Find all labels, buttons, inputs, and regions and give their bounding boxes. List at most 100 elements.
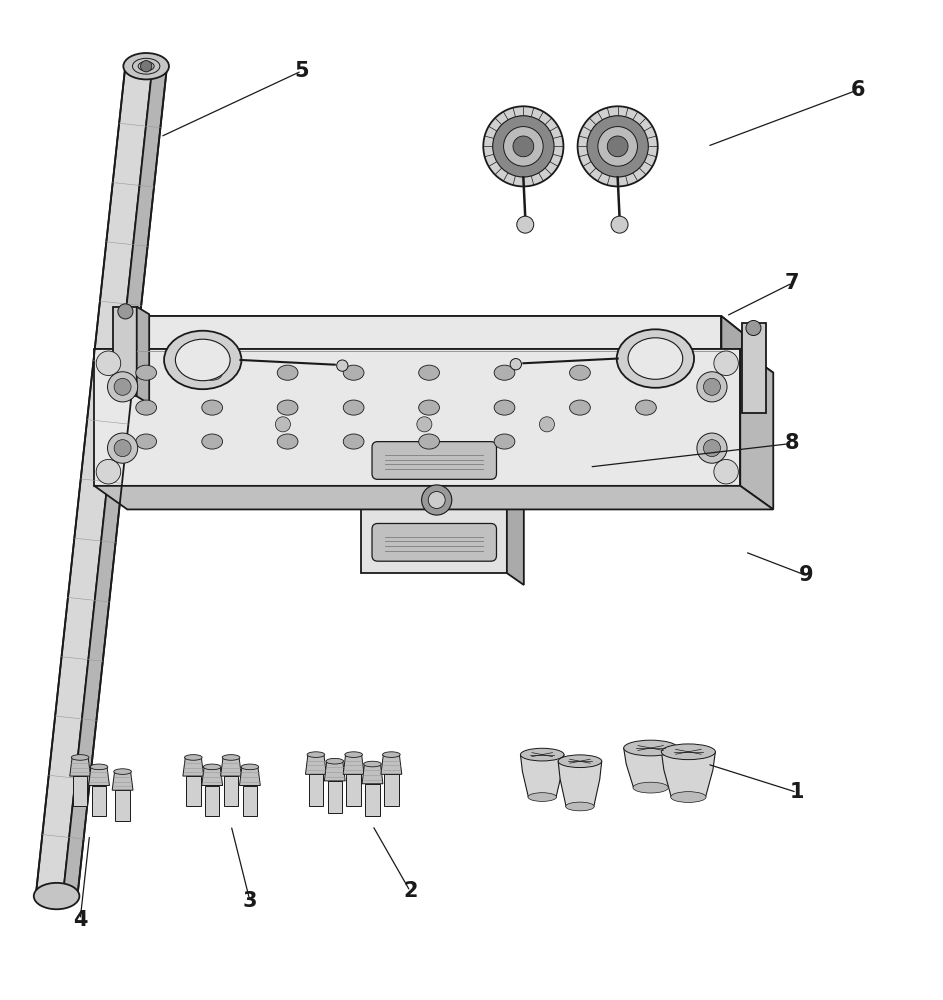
- Circle shape: [611, 216, 628, 233]
- Text: 7: 7: [785, 273, 800, 293]
- Polygon shape: [360, 427, 507, 573]
- Polygon shape: [343, 755, 364, 774]
- Polygon shape: [94, 349, 740, 486]
- Circle shape: [108, 433, 138, 463]
- Polygon shape: [36, 64, 153, 897]
- Polygon shape: [242, 786, 257, 816]
- Polygon shape: [94, 349, 773, 373]
- Polygon shape: [308, 774, 323, 806]
- Ellipse shape: [419, 434, 439, 449]
- Ellipse shape: [72, 755, 89, 760]
- Polygon shape: [742, 323, 766, 413]
- Circle shape: [517, 216, 534, 233]
- Ellipse shape: [494, 400, 515, 415]
- Ellipse shape: [34, 883, 79, 909]
- Polygon shape: [327, 781, 342, 813]
- Polygon shape: [205, 786, 220, 816]
- Circle shape: [417, 417, 432, 432]
- Text: 8: 8: [785, 433, 800, 453]
- Ellipse shape: [343, 400, 364, 415]
- Ellipse shape: [277, 365, 298, 380]
- Ellipse shape: [164, 331, 241, 389]
- Polygon shape: [94, 486, 773, 509]
- Ellipse shape: [670, 792, 706, 802]
- Ellipse shape: [607, 136, 628, 157]
- Polygon shape: [89, 767, 109, 786]
- Ellipse shape: [204, 764, 221, 770]
- Ellipse shape: [494, 365, 515, 380]
- Polygon shape: [240, 767, 260, 786]
- Polygon shape: [186, 776, 201, 806]
- Circle shape: [275, 417, 290, 432]
- Ellipse shape: [326, 758, 343, 764]
- Ellipse shape: [577, 106, 658, 186]
- Polygon shape: [113, 307, 137, 396]
- Polygon shape: [384, 774, 399, 806]
- Ellipse shape: [513, 136, 534, 157]
- Ellipse shape: [345, 752, 362, 757]
- Ellipse shape: [528, 793, 556, 801]
- Ellipse shape: [185, 755, 202, 760]
- Ellipse shape: [493, 116, 554, 177]
- Ellipse shape: [504, 127, 543, 166]
- Circle shape: [337, 360, 348, 371]
- Polygon shape: [112, 772, 133, 790]
- Polygon shape: [73, 776, 88, 806]
- Ellipse shape: [428, 492, 445, 508]
- Polygon shape: [221, 757, 241, 776]
- Circle shape: [539, 417, 554, 432]
- Ellipse shape: [558, 755, 602, 768]
- Polygon shape: [137, 316, 721, 387]
- Polygon shape: [558, 761, 602, 806]
- Text: 4: 4: [73, 910, 88, 930]
- Ellipse shape: [175, 339, 230, 381]
- Ellipse shape: [124, 53, 169, 79]
- Ellipse shape: [570, 365, 590, 380]
- Ellipse shape: [419, 365, 439, 380]
- Circle shape: [114, 440, 131, 457]
- Polygon shape: [740, 349, 773, 509]
- Polygon shape: [521, 755, 564, 797]
- Polygon shape: [661, 752, 716, 797]
- Ellipse shape: [202, 434, 223, 449]
- Ellipse shape: [202, 365, 223, 380]
- Circle shape: [714, 459, 738, 484]
- Polygon shape: [202, 767, 223, 786]
- Ellipse shape: [598, 127, 637, 166]
- Polygon shape: [324, 761, 345, 781]
- Ellipse shape: [623, 740, 678, 756]
- Ellipse shape: [422, 485, 452, 515]
- Ellipse shape: [277, 434, 298, 449]
- Text: 3: 3: [242, 891, 257, 911]
- Ellipse shape: [484, 106, 564, 186]
- Ellipse shape: [494, 434, 515, 449]
- Polygon shape: [115, 790, 130, 821]
- Circle shape: [510, 359, 521, 370]
- Circle shape: [703, 378, 720, 395]
- Ellipse shape: [661, 744, 716, 760]
- Circle shape: [703, 440, 720, 457]
- Circle shape: [114, 378, 131, 395]
- Ellipse shape: [241, 764, 258, 770]
- Polygon shape: [91, 786, 107, 816]
- FancyBboxPatch shape: [372, 523, 496, 561]
- Ellipse shape: [633, 782, 669, 793]
- Ellipse shape: [419, 400, 439, 415]
- Polygon shape: [381, 755, 402, 774]
- Ellipse shape: [91, 764, 108, 770]
- Ellipse shape: [223, 755, 240, 760]
- Ellipse shape: [521, 748, 564, 761]
- Circle shape: [714, 351, 738, 376]
- Text: 2: 2: [403, 881, 418, 901]
- Ellipse shape: [570, 400, 590, 415]
- Text: 5: 5: [294, 61, 309, 81]
- Circle shape: [108, 372, 138, 402]
- Ellipse shape: [636, 400, 656, 415]
- Polygon shape: [346, 774, 361, 806]
- Polygon shape: [306, 755, 326, 774]
- Polygon shape: [137, 316, 742, 333]
- Circle shape: [141, 61, 152, 72]
- Ellipse shape: [628, 338, 683, 379]
- Circle shape: [746, 320, 761, 336]
- Polygon shape: [721, 316, 742, 403]
